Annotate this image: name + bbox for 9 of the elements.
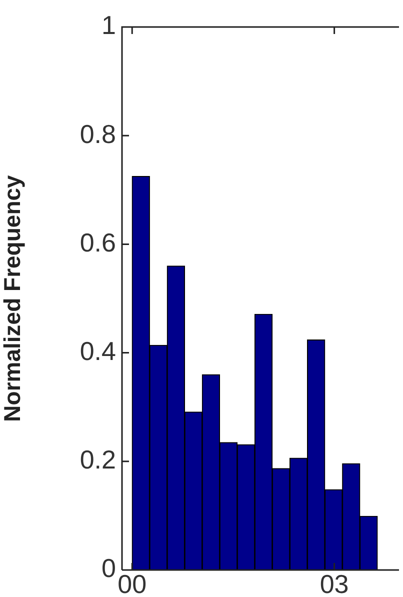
y-tick-label: 0 (102, 553, 116, 584)
x-tick-label: 00 (118, 568, 147, 597)
y-tick-label: 0.4 (80, 336, 116, 366)
x-tick-label: 03 (320, 568, 349, 597)
y-tick-label: 0.6 (80, 227, 116, 258)
y-axis-title: Normalized Frequency (0, 174, 26, 422)
y-tick-label: 0.8 (80, 118, 116, 149)
y-tick-label: 0.2 (80, 444, 116, 475)
y-tick-label: 1 (102, 10, 116, 40)
